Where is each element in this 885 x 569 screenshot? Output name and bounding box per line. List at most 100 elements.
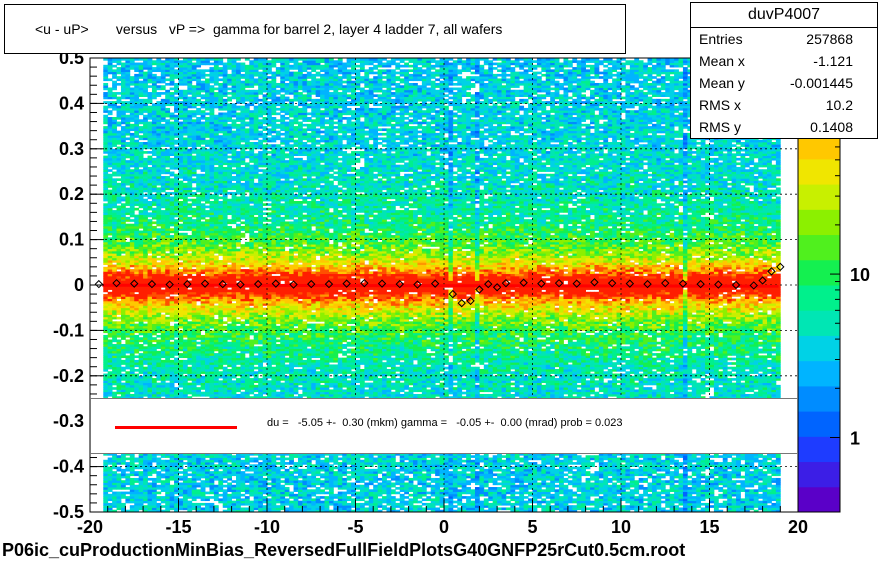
heatmap-cell: [205, 385, 210, 388]
heatmap-cell: [125, 469, 130, 472]
heatmap-cell: [121, 103, 126, 106]
heatmap-cell: [165, 498, 170, 501]
heatmap-cell: [130, 133, 135, 136]
heatmap-cell: [214, 496, 219, 499]
heatmap-cell: [112, 196, 117, 199]
heatmap-cell: [205, 299, 210, 302]
heatmap-cell: [152, 183, 157, 186]
heatmap-cell: [134, 319, 139, 322]
heatmap-cell: [134, 244, 139, 247]
heatmap-cell: [174, 255, 179, 258]
heatmap-cell: [117, 196, 122, 199]
heatmap-cell: [165, 126, 170, 129]
heatmap-cell: [112, 251, 117, 254]
heatmap-cell: [161, 65, 166, 68]
heatmap-cell: [156, 63, 161, 66]
heatmap-cell: [214, 308, 219, 311]
heatmap-cell: [209, 260, 214, 263]
heatmap-cell: [139, 378, 144, 381]
heatmap-cell: [152, 92, 157, 95]
heatmap-cell: [134, 299, 139, 302]
heatmap-cell: [103, 187, 108, 190]
heatmap-cell: [201, 233, 206, 236]
heatmap-cell: [134, 217, 139, 220]
heatmap-cell: [196, 210, 201, 213]
heatmap-cell: [183, 160, 188, 163]
heatmap-cell: [130, 321, 135, 324]
heatmap-cell: [161, 462, 166, 465]
heatmap-cell: [143, 460, 148, 463]
heatmap-cell: [223, 339, 228, 342]
heatmap-cell: [192, 485, 197, 488]
heatmap-cell: [112, 339, 117, 342]
heatmap-cell: [209, 90, 214, 93]
heatmap-cell: [103, 249, 108, 252]
heatmap-cell: [143, 385, 148, 388]
heatmap-cell: [205, 310, 210, 313]
heatmap-cell: [156, 65, 161, 68]
heatmap-cell: [196, 296, 201, 299]
heatmap-cell: [214, 156, 219, 159]
heatmap-cell: [121, 135, 126, 138]
heatmap-cell: [196, 503, 201, 506]
heatmap-cell: [209, 128, 214, 131]
heatmap-cell: [201, 203, 206, 206]
heatmap-cell: [134, 149, 139, 152]
heatmap-cell: [214, 128, 219, 131]
heatmap-cell: [165, 462, 170, 465]
heatmap-cell: [152, 78, 157, 81]
heatmap-cell: [196, 131, 201, 134]
heatmap-cell: [112, 181, 117, 184]
heatmap-cell: [134, 315, 139, 318]
heatmap-cell: [165, 299, 170, 302]
heatmap-cell: [223, 315, 228, 318]
heatmap-cell: [214, 498, 219, 501]
heatmap-cell: [148, 215, 153, 218]
heatmap-cell: [192, 349, 197, 352]
heatmap-cell: [161, 301, 166, 304]
heatmap-cell: [121, 335, 126, 338]
heatmap-cell: [183, 330, 188, 333]
heatmap-cell: [209, 358, 214, 361]
heatmap-cell: [117, 208, 122, 211]
heatmap-cell: [192, 455, 197, 458]
heatmap-cell: [214, 60, 219, 63]
heatmap-cell: [130, 97, 135, 100]
heatmap-cell: [156, 458, 161, 461]
heatmap-cell: [209, 351, 214, 354]
heatmap-cell: [179, 312, 184, 315]
heatmap-cell: [152, 165, 157, 168]
heatmap-cell: [161, 215, 166, 218]
heatmap-cell: [165, 353, 170, 356]
heatmap-cell: [108, 242, 113, 245]
heatmap-cell: [112, 349, 117, 352]
heatmap-cell: [103, 478, 108, 481]
heatmap-cell: [148, 231, 153, 234]
heatmap-cell: [196, 135, 201, 138]
heatmap-cell: [223, 494, 228, 497]
heatmap-cell: [201, 276, 206, 279]
heatmap-cell: [117, 476, 122, 479]
heatmap-cell: [165, 78, 170, 81]
heatmap-cell: [139, 255, 144, 258]
heatmap-cell: [117, 344, 122, 347]
heatmap-cell: [196, 299, 201, 302]
heatmap-cell: [125, 224, 130, 227]
heatmap-cell: [170, 165, 175, 168]
heatmap-cell: [218, 181, 223, 184]
heatmap-cell: [152, 169, 157, 172]
heatmap-cell: [125, 231, 130, 234]
heatmap-cell: [103, 324, 108, 327]
heatmap-cell: [218, 308, 223, 311]
heatmap-cell: [161, 115, 166, 118]
heatmap-cell: [130, 185, 135, 188]
heatmap-cell: [205, 133, 210, 136]
heatmap-cell: [156, 196, 161, 199]
heatmap-cell: [183, 99, 188, 102]
heatmap-cell: [209, 290, 214, 293]
heatmap-cell: [112, 274, 117, 277]
heatmap-cell: [183, 212, 188, 215]
heatmap-cell: [179, 187, 184, 190]
heatmap-cell: [103, 231, 108, 234]
heatmap-cell: [112, 271, 117, 274]
